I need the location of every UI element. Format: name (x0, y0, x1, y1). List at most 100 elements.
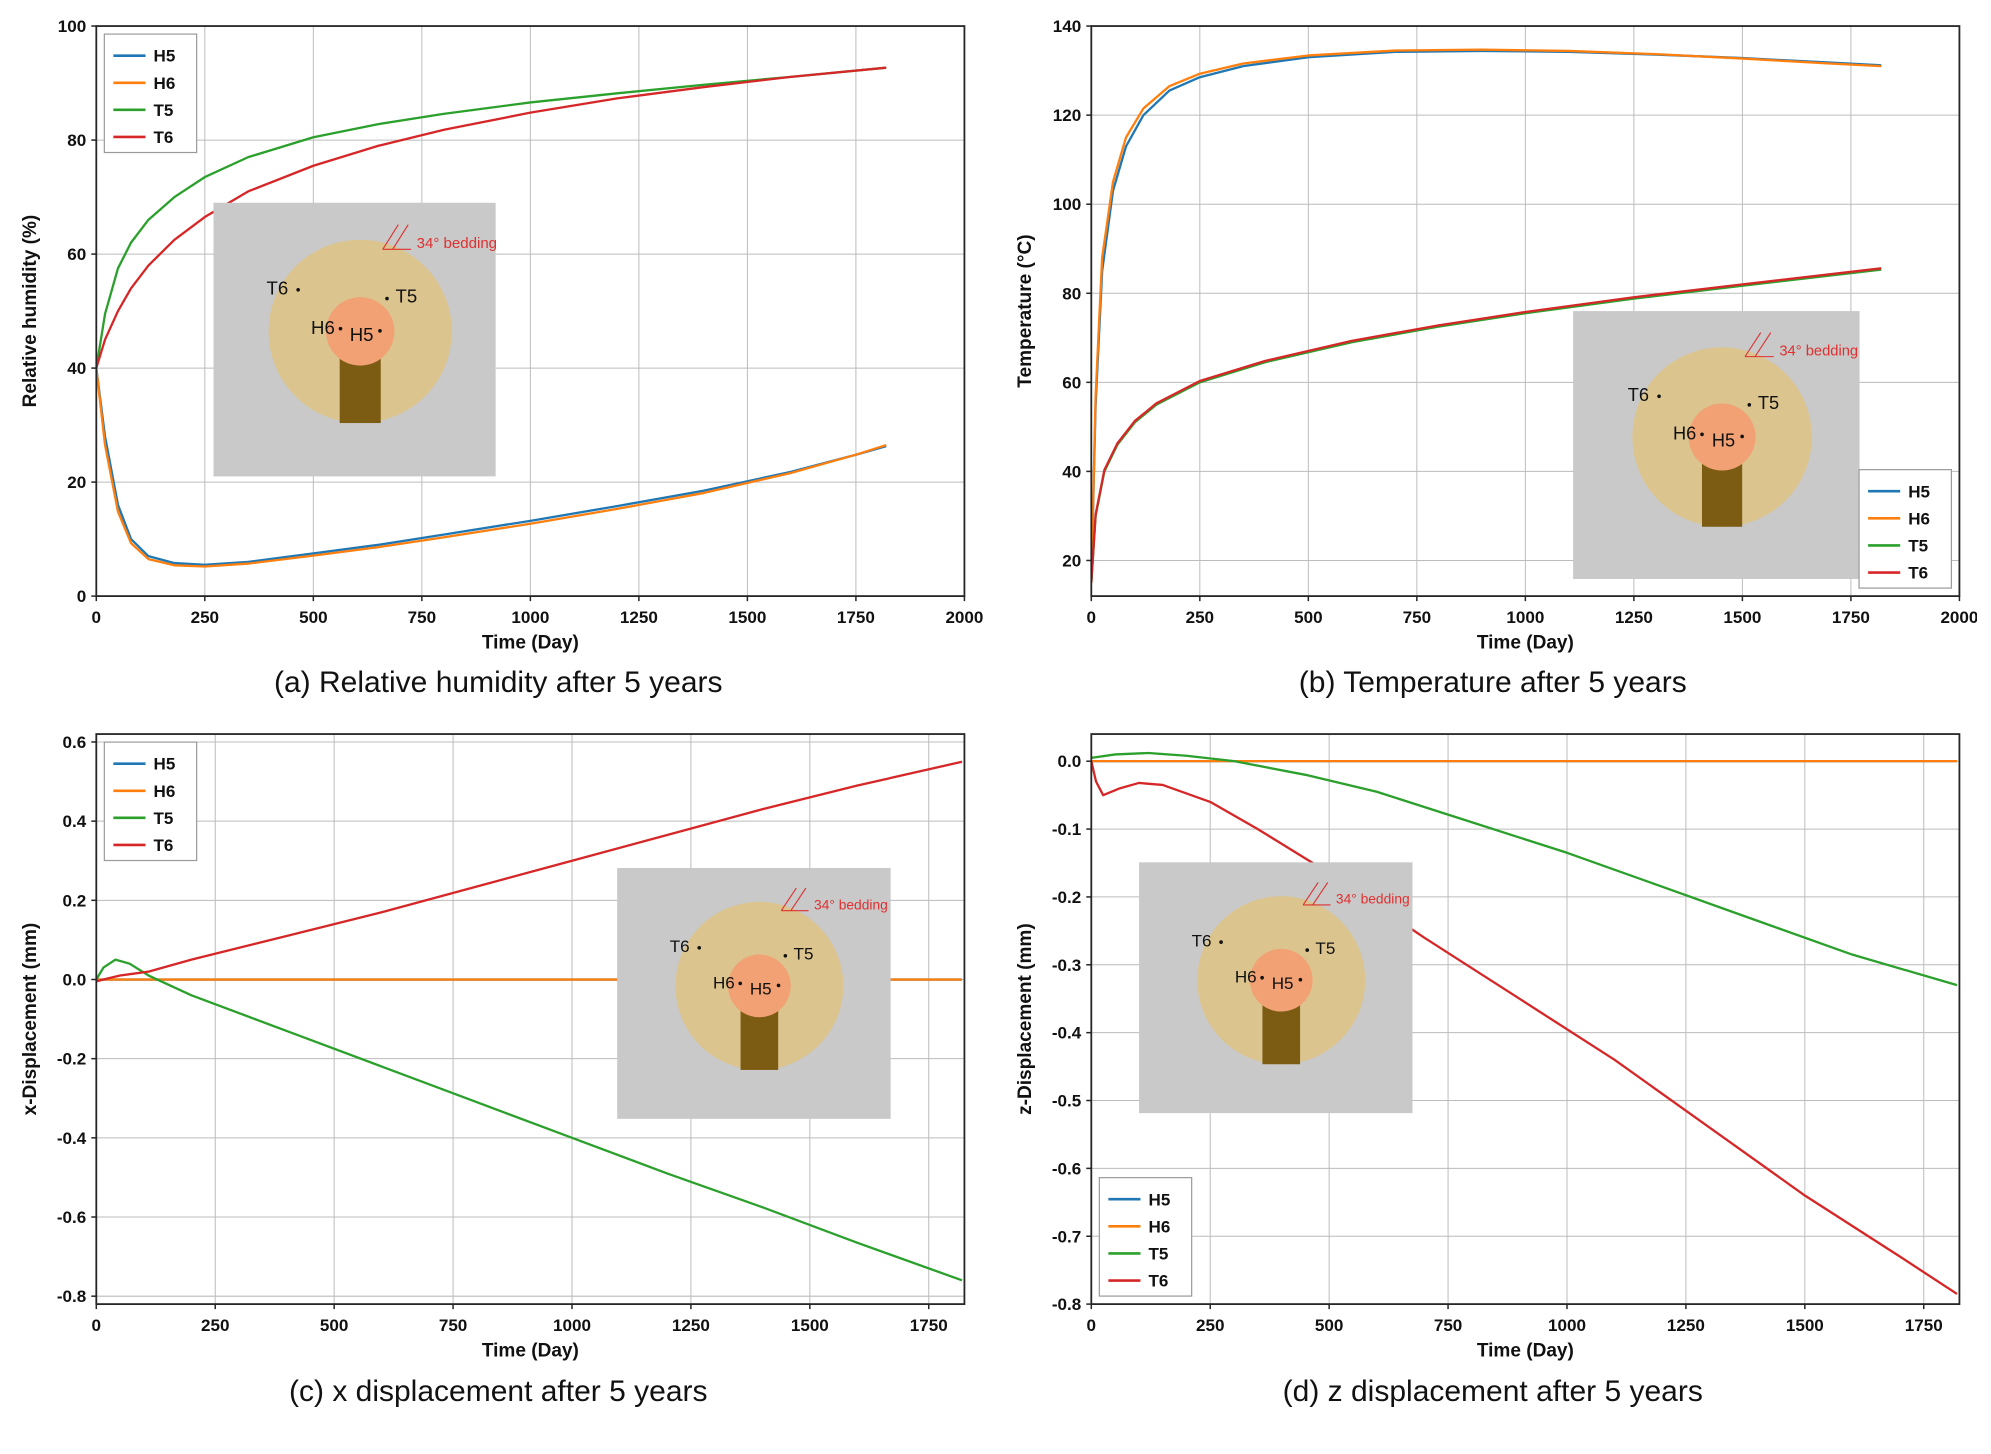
svg-text:750: 750 (1402, 608, 1430, 627)
series-line-T5 (1090, 752, 1957, 987)
svg-text:H5: H5 (1711, 430, 1734, 450)
chart-relative-humidity: T6 T5 H6 H5 34° bedding 0 250 500 750 1000 1250 150… (14, 10, 983, 663)
svg-text:2000: 2000 (945, 608, 982, 627)
inset-diagram: T6 T5 H6 H5 34° bedding (1138, 862, 1413, 1114)
buffer-circle (1249, 949, 1313, 1012)
inset-diagram: T6 T5 H6 H5 34° bedding (1572, 311, 1860, 580)
svg-text:0.0: 0.0 (1057, 753, 1081, 772)
svg-text:0: 0 (92, 1317, 101, 1336)
caption-d: (d) z displacement after 5 years (1282, 1374, 1703, 1408)
legend-label-T5: T5 (1908, 536, 1928, 555)
inset-diagram: T6 T5 H6 H5 34° bedding (213, 202, 497, 477)
svg-text:1250: 1250 (620, 608, 658, 627)
svg-text:34° bedding: 34° bedding (1335, 892, 1409, 907)
svg-text:1500: 1500 (1785, 1317, 1823, 1336)
svg-text:-0.3: -0.3 (1051, 956, 1080, 975)
chart-svg-x-displacement: T6 T5 H6 H5 34° bedding 0 250 500 750 1000 1250 150… (14, 718, 983, 1371)
svg-text:1250: 1250 (1666, 1317, 1704, 1336)
svg-text:1750: 1750 (1831, 608, 1869, 627)
caption-a: (a) Relative humidity after 5 years (273, 666, 723, 700)
chart-temperature: T6 T5 H6 H5 34° bedding 0 250 500 750 1000 1250 150… (1008, 10, 1977, 663)
svg-text:0.6: 0.6 (63, 733, 87, 752)
svg-text:20: 20 (1062, 551, 1081, 570)
svg-text:-0.8: -0.8 (57, 1288, 86, 1307)
plot-border (1089, 733, 1960, 1306)
legend-box (103, 33, 198, 154)
y-axis-label: Temperature (°C) (1015, 234, 1036, 387)
panel-c: T6 T5 H6 H5 34° bedding 0 250 500 750 1000 1250 150… (14, 718, 983, 1426)
legend-label-H6: H6 (1908, 509, 1930, 528)
svg-text:1000: 1000 (1548, 1317, 1586, 1336)
caption-c: (c) x displacement after 5 years (289, 1374, 708, 1408)
svg-text:500: 500 (320, 1317, 348, 1336)
series-line-T5 (96, 958, 963, 1282)
svg-text:-0.7: -0.7 (1051, 1228, 1080, 1247)
svg-text:1250: 1250 (672, 1317, 710, 1336)
buffer-circle (1688, 403, 1756, 471)
svg-text:1750: 1750 (910, 1317, 948, 1336)
svg-text:40: 40 (1062, 462, 1081, 481)
caption-b: (b) Temperature after 5 years (1298, 666, 1687, 700)
svg-text:0.0: 0.0 (63, 971, 87, 990)
series-line-T5 (96, 66, 887, 369)
svg-text:-0.1: -0.1 (1051, 820, 1080, 839)
svg-text:750: 750 (1433, 1317, 1461, 1336)
svg-text:-0.5: -0.5 (1051, 1092, 1080, 1111)
series-line-T6 (1090, 761, 1958, 1296)
series-group (1090, 752, 1958, 1296)
svg-text:H5: H5 (1271, 974, 1293, 993)
svg-text:T6: T6 (267, 277, 289, 298)
svg-text:20: 20 (67, 473, 86, 492)
svg-text:80: 80 (1062, 284, 1081, 303)
svg-text:-0.6: -0.6 (1051, 1160, 1080, 1179)
svg-text:1000: 1000 (553, 1317, 591, 1336)
svg-text:0: 0 (1086, 1317, 1095, 1336)
chart-x-displacement: T6 T5 H6 H5 34° bedding 0 250 500 750 1000 1250 150… (14, 718, 983, 1371)
inset-diagram: T6 T5 H6 H5 34° bedding (617, 868, 891, 1120)
legend-box (1098, 1177, 1192, 1298)
y-axis-label: z-Displacement (mm) (1015, 924, 1036, 1116)
svg-text:750: 750 (439, 1317, 467, 1336)
y-axis-label: Relative humidity (%) (20, 215, 41, 408)
svg-text:250: 250 (191, 608, 219, 627)
svg-text:T5: T5 (395, 286, 417, 307)
svg-text:H6: H6 (1234, 968, 1256, 987)
svg-text:1750: 1750 (1904, 1317, 1942, 1336)
svg-text:120: 120 (1052, 106, 1080, 125)
legend-box (103, 741, 198, 862)
x-axis-label: Time (Day) (482, 632, 579, 653)
svg-text:1000: 1000 (511, 608, 549, 627)
svg-text:0: 0 (92, 608, 101, 627)
svg-text:H6: H6 (311, 317, 335, 338)
x-axis-label: Time (Day) (1476, 1341, 1573, 1362)
series-line-H6 (1090, 48, 1881, 583)
x-axis-label: Time (Day) (1476, 632, 1573, 653)
svg-text:T6: T6 (1627, 385, 1648, 405)
svg-text:1500: 1500 (1723, 608, 1761, 627)
legend-label-T6: T6 (154, 128, 174, 147)
plot-border (95, 733, 966, 1306)
series-line-T6 (1090, 267, 1881, 583)
chart-svg-z-displacement: T6 T5 H6 H5 34° bedding 0 250 500 750 1000 1250 150… (1008, 718, 1977, 1371)
y-axis-label: x-Displacement (mm) (20, 923, 41, 1116)
svg-text:500: 500 (1294, 608, 1322, 627)
legend-label-H5: H5 (154, 47, 176, 66)
series-group (96, 66, 887, 568)
svg-text:H5: H5 (750, 980, 772, 999)
chart-svg-temperature: T6 T5 H6 H5 34° bedding 0 250 500 750 1000 1250 150… (1008, 10, 1977, 663)
svg-text:H6: H6 (713, 974, 735, 993)
series-line-T6 (96, 760, 963, 983)
x-axis-label: Time (Day) (482, 1341, 579, 1362)
svg-text:-0.2: -0.2 (57, 1050, 86, 1069)
svg-text:40: 40 (67, 359, 86, 378)
svg-text:80: 80 (67, 131, 86, 150)
panel-b: T6 T5 H6 H5 34° bedding 0 250 500 750 1000 1250 150… (1008, 10, 1977, 718)
svg-text:500: 500 (1314, 1317, 1342, 1336)
svg-text:0: 0 (77, 587, 86, 606)
svg-text:H6: H6 (1673, 424, 1696, 444)
svg-text:T6: T6 (1191, 932, 1211, 951)
legend-label-H6: H6 (154, 74, 176, 93)
svg-text:60: 60 (1062, 373, 1081, 392)
legend-box (1857, 469, 1952, 589)
